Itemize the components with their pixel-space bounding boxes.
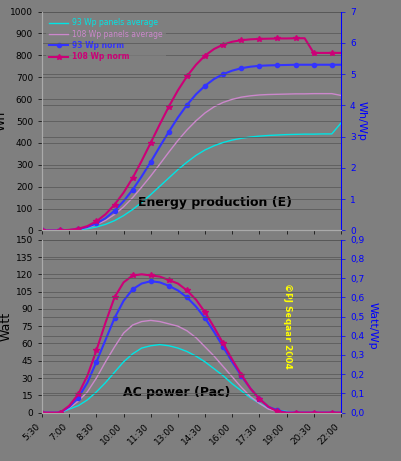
- Y-axis label: Watt/Wp: Watt/Wp: [368, 302, 378, 350]
- Text: Energy production (E): Energy production (E): [138, 195, 292, 208]
- Y-axis label: Wh/Wp: Wh/Wp: [357, 101, 367, 141]
- Y-axis label: Watt: Watt: [0, 312, 13, 341]
- Y-axis label: Wh: Wh: [0, 111, 7, 131]
- Text: ©PJ Seqaar 2004: ©PJ Seqaar 2004: [283, 283, 292, 369]
- Text: AC power (Pac): AC power (Pac): [123, 386, 230, 399]
- Legend: 93 Wp panels average, 108 Wp panels average, 93 Wp norm, 108 Wp norm: 93 Wp panels average, 108 Wp panels aver…: [46, 15, 166, 65]
